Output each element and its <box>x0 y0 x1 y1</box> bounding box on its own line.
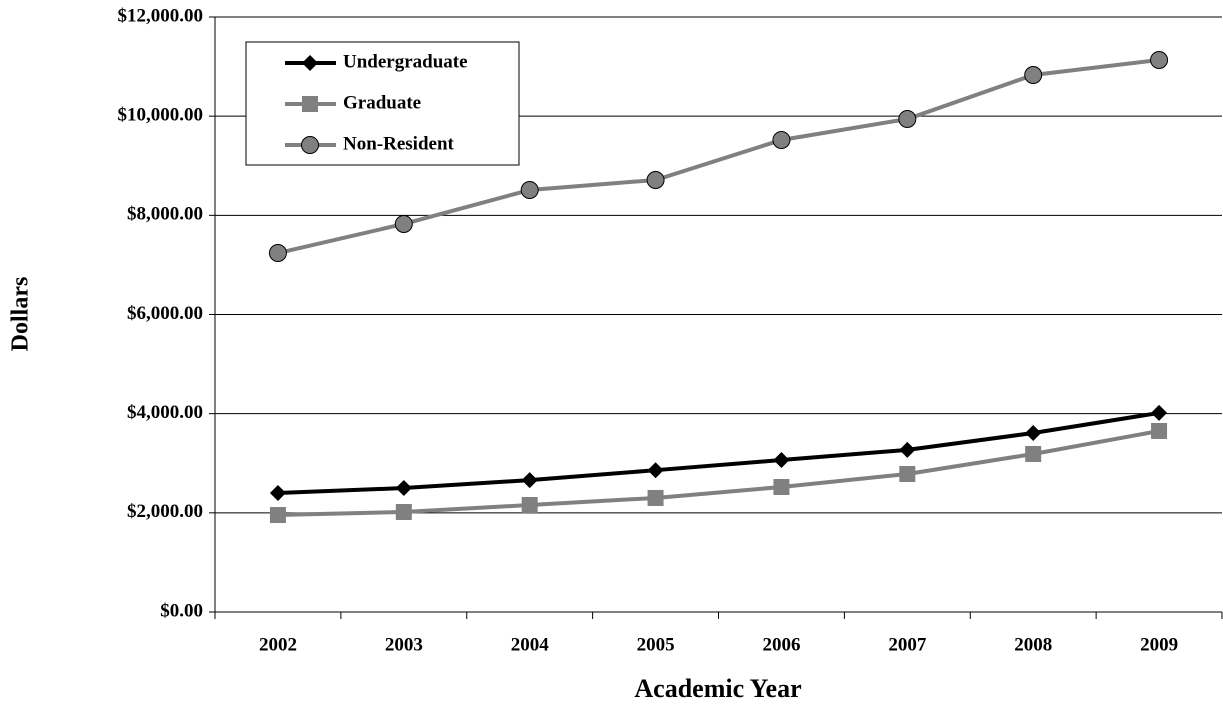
marker <box>301 136 319 154</box>
marker <box>268 244 287 263</box>
x-tick-label: 2004 <box>511 634 550 655</box>
marker <box>1024 66 1043 85</box>
marker <box>520 180 539 199</box>
y-tick-label: $2,000.00 <box>127 501 203 522</box>
series-line <box>277 410 1160 495</box>
marker <box>1151 422 1168 439</box>
legend-label: Non-Resident <box>343 133 455 154</box>
x-tick-label: 2002 <box>259 634 297 655</box>
marker <box>302 55 318 71</box>
legend-label: Graduate <box>343 92 421 113</box>
y-tick-label: $6,000.00 <box>127 303 203 324</box>
marker <box>647 489 664 506</box>
marker <box>773 452 790 469</box>
marker <box>269 507 286 524</box>
marker <box>269 485 286 501</box>
y-tick-label: $12,000.00 <box>118 5 204 26</box>
marker <box>899 441 916 458</box>
marker <box>646 170 665 189</box>
marker <box>1025 425 1042 442</box>
x-tick-label: 2007 <box>888 634 927 655</box>
legend-label: Undergraduate <box>343 51 468 72</box>
marker <box>647 462 664 479</box>
y-axis-label: Dollars <box>8 277 34 352</box>
marker <box>772 130 791 149</box>
marker <box>899 466 916 483</box>
y-tick-label: $4,000.00 <box>127 402 203 423</box>
x-tick-label: 2005 <box>637 634 675 655</box>
y-tick-label: $8,000.00 <box>127 204 203 225</box>
marker <box>1025 445 1042 462</box>
marker <box>773 479 790 496</box>
marker <box>302 96 318 112</box>
marker <box>1151 404 1168 421</box>
marker <box>395 480 412 497</box>
series-line <box>277 58 1160 255</box>
marker <box>395 503 412 520</box>
x-tick-label: 2009 <box>1140 634 1178 655</box>
x-axis-label: Academic Year <box>634 674 801 703</box>
marker <box>521 472 538 489</box>
marker <box>521 496 538 513</box>
x-tick-label: 2008 <box>1014 634 1052 655</box>
marker <box>898 109 917 128</box>
x-tick-label: 2006 <box>762 634 800 655</box>
y-tick-label: $0.00 <box>160 600 203 621</box>
y-tick-label: $10,000.00 <box>118 105 204 126</box>
marker <box>1150 50 1169 69</box>
x-tick-label: 2003 <box>385 634 423 655</box>
marker <box>394 214 413 233</box>
series-line <box>277 429 1160 518</box>
legend: Undergraduate Graduate Non-Resident <box>245 41 520 166</box>
